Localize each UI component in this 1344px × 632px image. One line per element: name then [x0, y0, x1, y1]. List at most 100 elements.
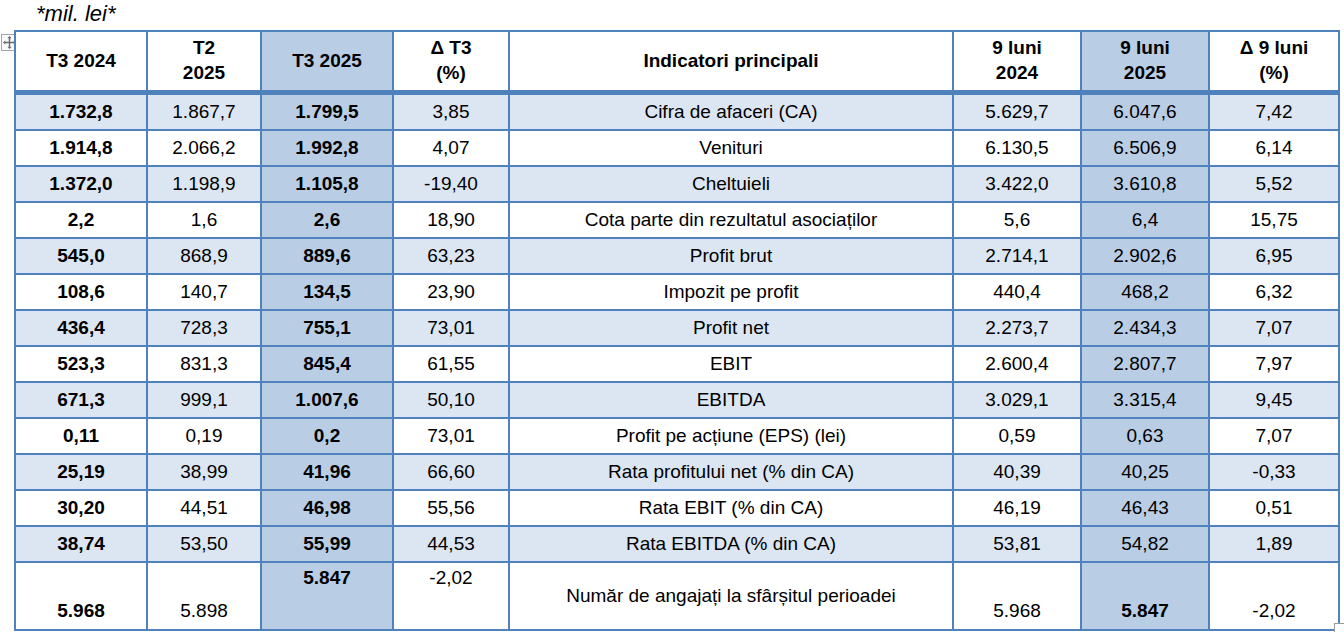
value-cell: 18,90	[393, 202, 509, 238]
value-cell: 2.273,7	[953, 310, 1081, 346]
value-cell: 5,6	[953, 202, 1081, 238]
indicator-label-cell: Venituri	[509, 130, 953, 166]
indicator-label-cell: Impozit pe profit	[509, 274, 953, 310]
value-cell: 2,6	[261, 202, 393, 238]
table-row: 0,110,190,273,01Profit pe acțiune (EPS) …	[15, 418, 1339, 454]
table-row: 108,6140,7134,523,90Impozit pe profit440…	[15, 274, 1339, 310]
value-cell: 25,19	[15, 454, 147, 490]
value-cell: 671,3	[15, 382, 147, 418]
value-cell: 1.732,8	[15, 93, 147, 131]
value-cell: 6,32	[1209, 274, 1339, 310]
value-cell: 134,5	[261, 274, 393, 310]
value-cell: 53,81	[953, 526, 1081, 562]
financial-indicators-table: T3 2024 T2 2025 T3 2025 Δ T3 (%) Indicat…	[14, 30, 1340, 631]
value-cell: 6.506,9	[1081, 130, 1209, 166]
header-t3-2024: T3 2024	[15, 31, 147, 93]
value-cell: 2.807,7	[1081, 346, 1209, 382]
table-row: 1.732,81.867,71.799,53,85Cifra de afacer…	[15, 93, 1339, 131]
value-cell: 468,2	[1081, 274, 1209, 310]
value-cell: 1.799,5	[261, 93, 393, 131]
value-cell: 0,19	[147, 418, 261, 454]
value-cell: 0,2	[261, 418, 393, 454]
value-cell: 2.902,6	[1081, 238, 1209, 274]
value-cell: 1.105,8	[261, 166, 393, 202]
value-cell: 0,11	[15, 418, 147, 454]
value-cell: 5.968	[15, 562, 147, 630]
value-cell: 73,01	[393, 310, 509, 346]
value-cell: 7,97	[1209, 346, 1339, 382]
value-cell: 6.130,5	[953, 130, 1081, 166]
value-cell: 5.968	[953, 562, 1081, 630]
table-row: 1.372,01.198,91.105,8-19,40Cheltuieli3.4…	[15, 166, 1339, 202]
indicator-label-cell: Cheltuieli	[509, 166, 953, 202]
value-cell: 6,95	[1209, 238, 1339, 274]
value-cell: 5,52	[1209, 166, 1339, 202]
header-t2-2025: T2 2025	[147, 31, 261, 93]
value-cell: 54,82	[1081, 526, 1209, 562]
value-cell: 7,07	[1209, 418, 1339, 454]
value-cell: 2.714,1	[953, 238, 1081, 274]
value-cell: 23,90	[393, 274, 509, 310]
value-cell: 38,74	[15, 526, 147, 562]
table-row: 436,4728,3755,173,01Profit net2.273,72.4…	[15, 310, 1339, 346]
value-cell: 845,4	[261, 346, 393, 382]
value-cell: 46,43	[1081, 490, 1209, 526]
value-cell: 2.600,4	[953, 346, 1081, 382]
value-cell: 3,85	[393, 93, 509, 131]
value-cell: 66,60	[393, 454, 509, 490]
value-cell: 5.847	[1081, 562, 1209, 630]
table-row: 30,2044,5146,9855,56Rata EBIT (% din CA)…	[15, 490, 1339, 526]
indicator-label-cell: Profit pe acțiune (EPS) (lei)	[509, 418, 953, 454]
value-cell: 3.029,1	[953, 382, 1081, 418]
header-indicatori-principali: Indicatori principali	[509, 31, 953, 93]
indicator-label-cell: Rata EBIT (% din CA)	[509, 490, 953, 526]
value-cell: 7,42	[1209, 93, 1339, 131]
indicator-label-cell: Număr de angajați la sfârșitul perioadei	[509, 562, 953, 630]
value-cell: 868,9	[147, 238, 261, 274]
value-cell: 3.610,8	[1081, 166, 1209, 202]
value-cell: 9,45	[1209, 382, 1339, 418]
value-cell: 999,1	[147, 382, 261, 418]
value-cell: 61,55	[393, 346, 509, 382]
value-cell: 6.047,6	[1081, 93, 1209, 131]
header-delta-9luni: Δ 9 luni (%)	[1209, 31, 1339, 93]
table-row: 671,3999,11.007,650,10EBITDA3.029,13.315…	[15, 382, 1339, 418]
value-cell: 0,51	[1209, 490, 1339, 526]
indicator-label-cell: EBITDA	[509, 382, 953, 418]
value-cell: 0,63	[1081, 418, 1209, 454]
indicator-label-cell: Rata profitului net (% din CA)	[509, 454, 953, 490]
value-cell: 545,0	[15, 238, 147, 274]
indicator-label-cell: EBIT	[509, 346, 953, 382]
value-cell: 436,4	[15, 310, 147, 346]
value-cell: 3.315,4	[1081, 382, 1209, 418]
table-row: 5.9685.8985.847-2,02Număr de angajați la…	[15, 562, 1339, 630]
header-delta-t3: Δ T3 (%)	[393, 31, 509, 93]
value-cell: 108,6	[15, 274, 147, 310]
value-cell: -19,40	[393, 166, 509, 202]
value-cell: 3.422,0	[953, 166, 1081, 202]
value-cell: 53,50	[147, 526, 261, 562]
value-cell: 4,07	[393, 130, 509, 166]
table-row: 38,7453,5055,9944,53Rata EBITDA (% din C…	[15, 526, 1339, 562]
value-cell: 40,39	[953, 454, 1081, 490]
value-cell: 523,3	[15, 346, 147, 382]
value-cell: 73,01	[393, 418, 509, 454]
value-cell: 1,6	[147, 202, 261, 238]
value-cell: 1.372,0	[15, 166, 147, 202]
value-cell: -2,02	[1209, 562, 1339, 630]
value-cell: 1.992,8	[261, 130, 393, 166]
indicator-label-cell: Profit brut	[509, 238, 953, 274]
table-row: 545,0868,9889,663,23Profit brut2.714,12.…	[15, 238, 1339, 274]
units-note: *mil. lei*	[36, 1, 115, 27]
table-resize-handle-icon[interactable]	[1334, 623, 1344, 632]
value-cell: 1,89	[1209, 526, 1339, 562]
value-cell: -0,33	[1209, 454, 1339, 490]
value-cell: 40,25	[1081, 454, 1209, 490]
value-cell: 440,4	[953, 274, 1081, 310]
header-9luni-2024: 9 luni 2024	[953, 31, 1081, 93]
value-cell: -2,02	[393, 562, 509, 630]
value-cell: 55,99	[261, 526, 393, 562]
indicator-label-cell: Rata EBITDA (% din CA)	[509, 526, 953, 562]
indicator-label-cell: Cota parte din rezultatul asociaților	[509, 202, 953, 238]
value-cell: 728,3	[147, 310, 261, 346]
